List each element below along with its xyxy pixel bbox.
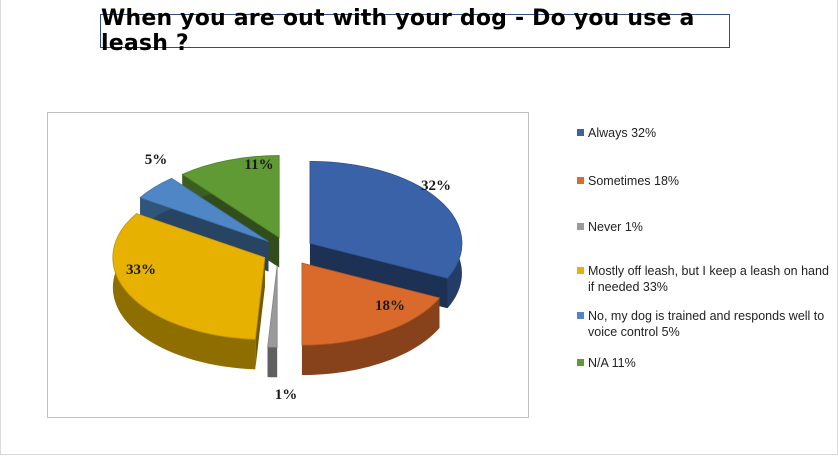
pie-slice-5 bbox=[181, 155, 280, 239]
legend-label-1: Sometimes 18% bbox=[588, 174, 680, 188]
pie-data-label-0: 32% bbox=[421, 178, 451, 194]
legend-item-4: No, my dog is trained and responds well … bbox=[577, 308, 837, 340]
legend-swatch-1 bbox=[577, 177, 584, 184]
pie-slice-4 bbox=[139, 177, 269, 242]
pie-data-label-1: 18% bbox=[375, 298, 405, 314]
chart-title-box: When you are out with your dog - Do you … bbox=[100, 6, 730, 56]
pie-data-label-4: 5% bbox=[145, 152, 168, 168]
legend-label-4: No, my dog is trained and responds well … bbox=[588, 309, 825, 339]
legend-item-3: Mostly off leash, but I keep a leash on … bbox=[577, 263, 837, 295]
legend-swatch-3 bbox=[577, 267, 584, 274]
legend-label-0: Always 32% bbox=[588, 126, 657, 140]
pie-data-label-2: 1% bbox=[275, 387, 298, 403]
pie-slice-2 bbox=[267, 265, 278, 348]
legend-item-0: Always 32% bbox=[577, 125, 837, 141]
legend-item-5: N/A 11% bbox=[577, 355, 837, 371]
legend-swatch-5 bbox=[577, 359, 584, 366]
legend-item-2: Never 1% bbox=[577, 219, 837, 235]
pie-slice-1 bbox=[301, 262, 441, 346]
legend-label-3: Mostly off leash, but I keep a leash on … bbox=[588, 264, 829, 294]
pie-slice-3 bbox=[112, 213, 266, 340]
legend-label-5: N/A 11% bbox=[588, 356, 636, 370]
legend-swatch-4 bbox=[577, 312, 584, 319]
pie-chart: 32% 18% 1% 33% 5% 11% bbox=[112, 152, 463, 403]
legend-swatch-2 bbox=[577, 223, 584, 230]
pie-data-label-5: 11% bbox=[244, 157, 273, 173]
legend-label-2: Never 1% bbox=[588, 220, 643, 234]
legend-swatch-0 bbox=[577, 129, 584, 136]
legend-item-1: Sometimes 18% bbox=[577, 173, 837, 189]
chart-title: When you are out with your dog - Do you … bbox=[101, 6, 695, 56]
plot-area: 32% 18% 1% 33% 5% 11% bbox=[47, 112, 529, 418]
pie-data-label-3: 33% bbox=[126, 262, 156, 278]
pie-slice-0 bbox=[309, 160, 463, 279]
